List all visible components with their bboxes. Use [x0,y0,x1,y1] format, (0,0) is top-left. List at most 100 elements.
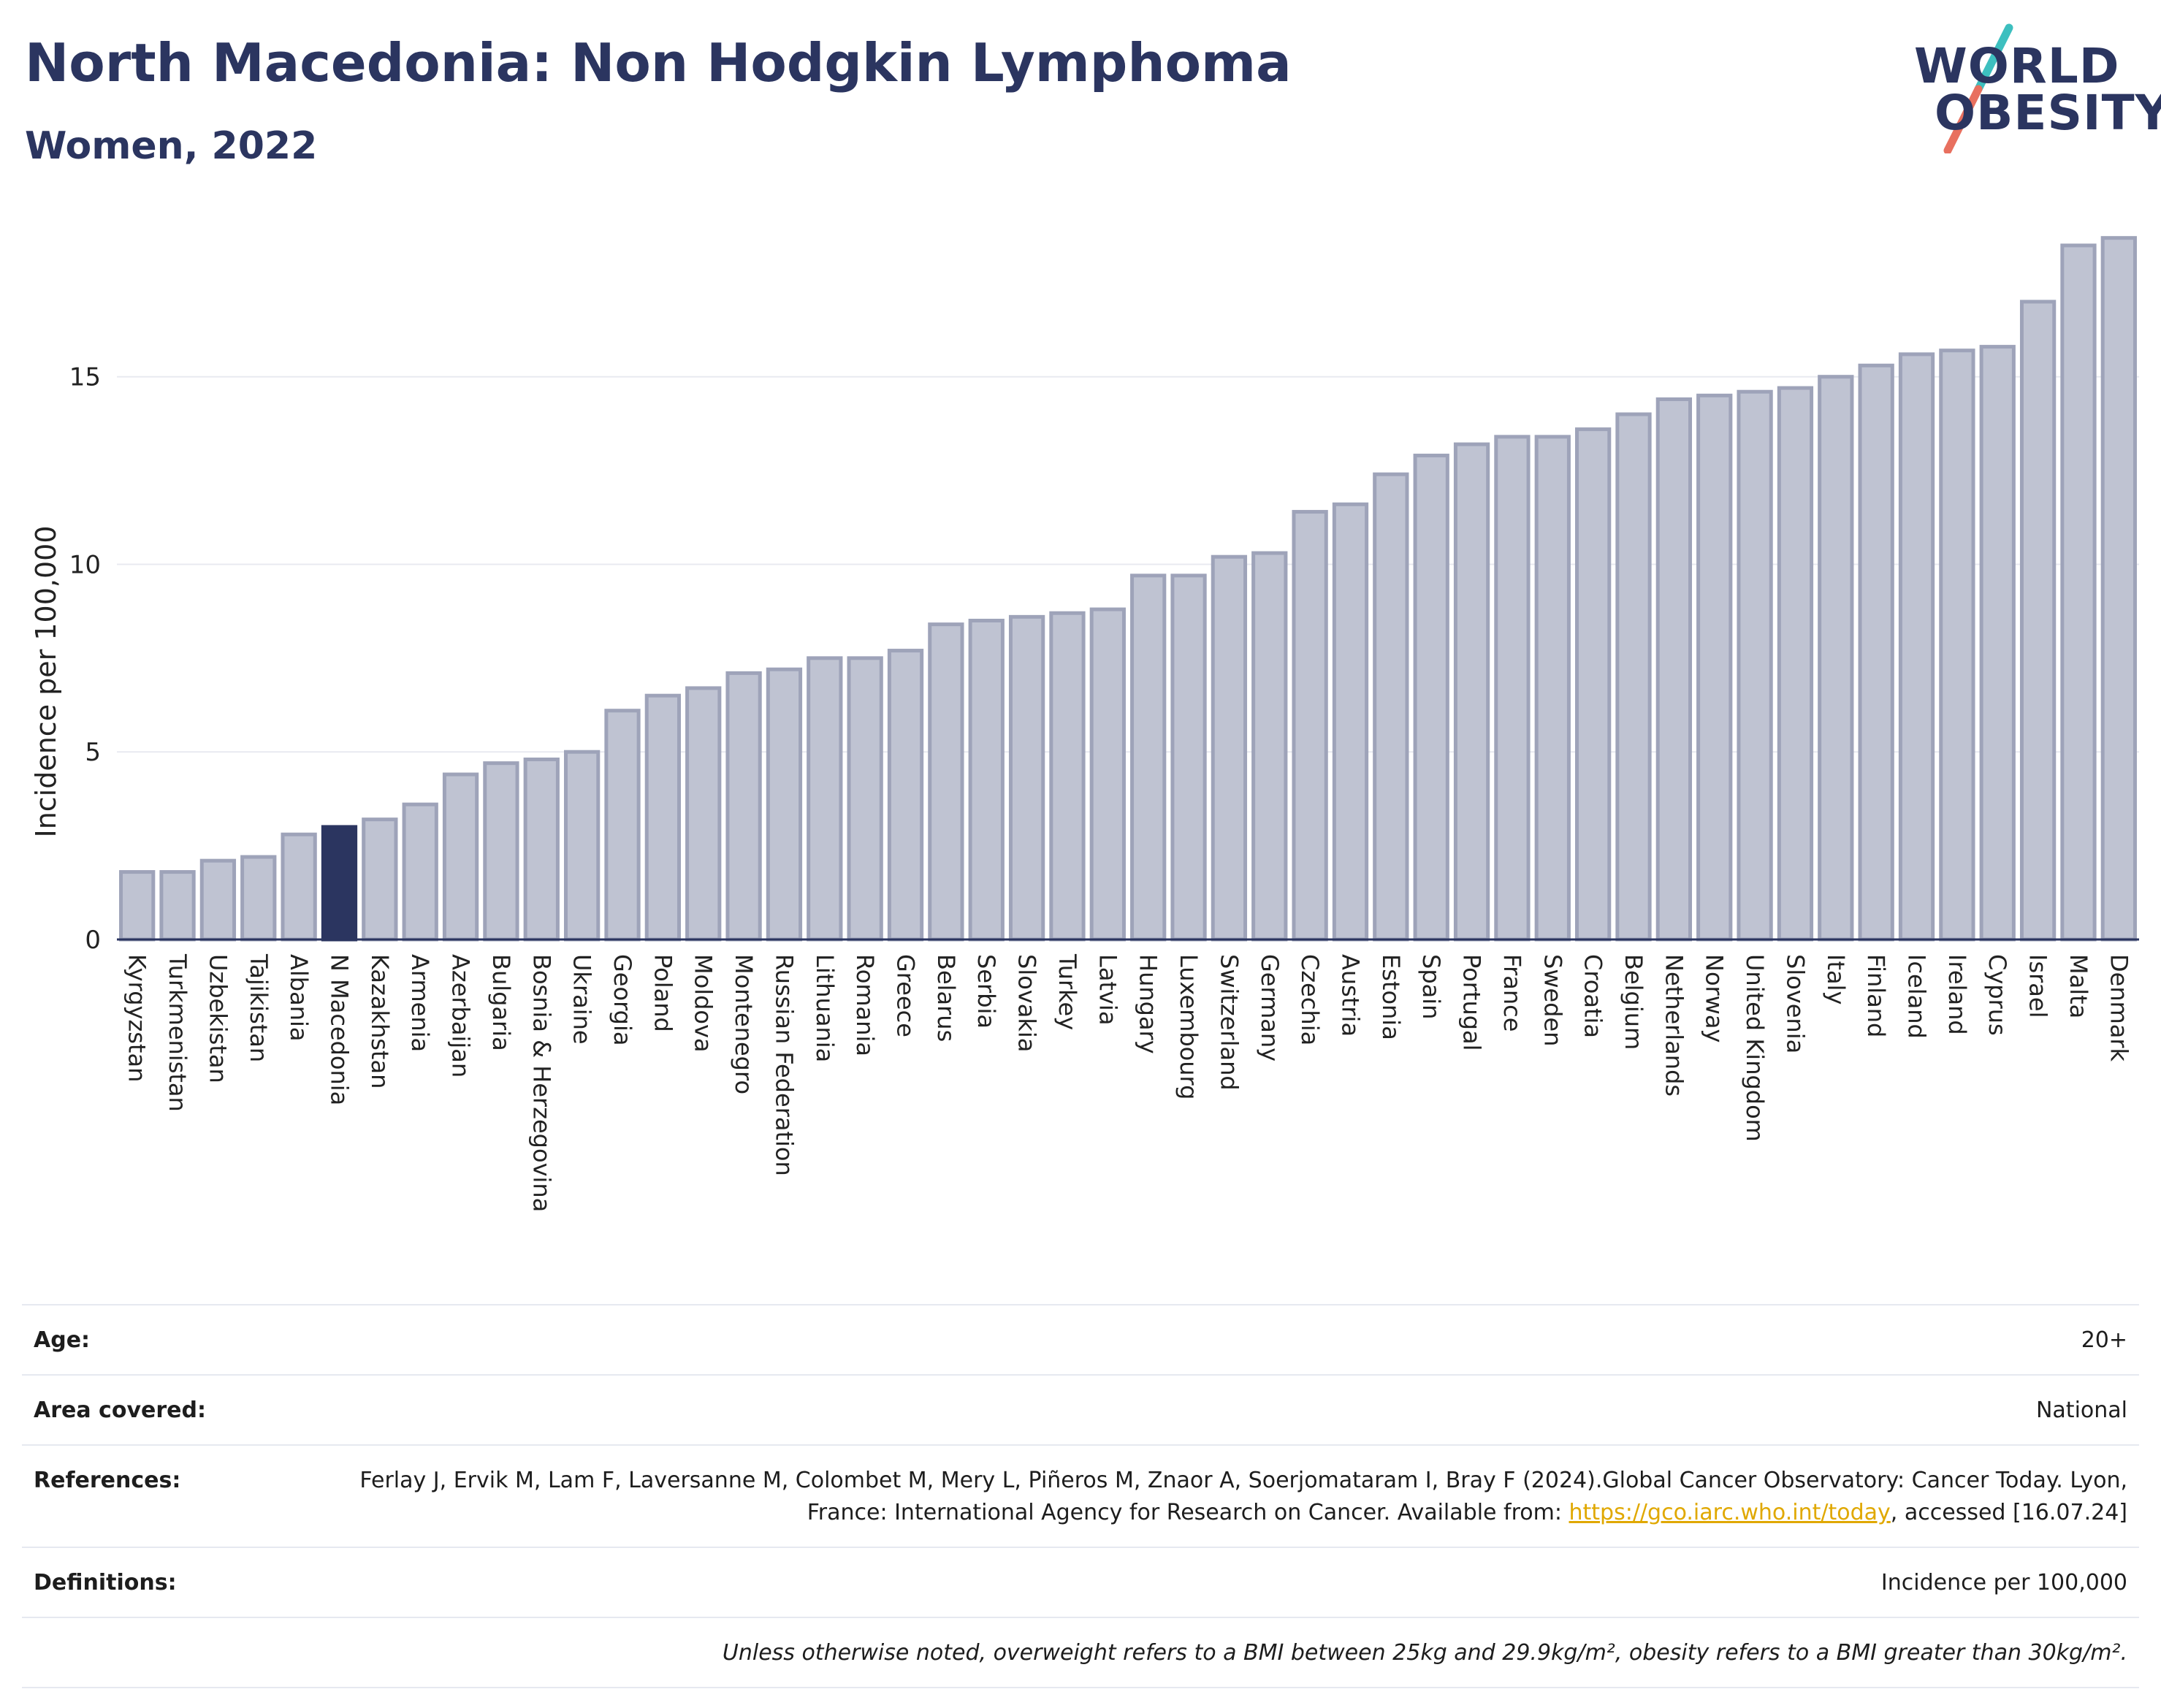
info-table: Age: 20+ Area covered: National Referenc… [22,1304,2139,1688]
x-tick-label: Estonia [1377,954,1405,1040]
bar [1939,348,1975,942]
logo-slash-icon [1943,23,2013,153]
x-tick-label: Portugal [1458,954,1486,1051]
references-text: Ferlay J, Ervik M, Lam F, Laversanne M, … [359,1468,2127,1525]
x-tick-label: Bulgaria [487,954,515,1051]
bar [1494,435,1531,942]
bar [159,870,196,942]
bar [1574,427,1612,942]
x-tick-label: Netherlands [1660,954,1688,1097]
y-tick-label: 5 [85,738,101,767]
x-tick-label: Ukraine [568,954,596,1045]
x-tick-label: N Macedonia [325,954,353,1105]
x-tick-label: Hungary [1135,954,1162,1054]
x-tick-label: Kazakhstan [366,954,394,1089]
bar [847,656,883,942]
bar [563,750,601,942]
x-tick-label: Russian Federation [770,954,798,1176]
area-label: Area covered: [34,1398,206,1423]
bar [1453,442,1490,942]
bar [240,855,277,942]
x-tick-label: Iceland [1903,954,1931,1039]
page-subtitle: Women, 2022 [25,124,318,168]
logo-line-2: OBESITY [1935,85,2161,141]
bar [725,671,762,942]
x-tick-label: Greece [892,954,920,1037]
x-tick-label: United Kingdom [1741,954,1769,1142]
x-tick-label: Ireland [1943,954,1971,1035]
x-axis-labels: Kyrgyzstan Turkmenistan Uzbekistan Tajikist… [123,953,2133,1212]
bar [887,649,924,942]
bar [402,802,438,942]
bar [1373,472,1409,942]
x-tick-label: Montenegro [730,954,758,1094]
x-tick-label: Latvia [1094,954,1121,1025]
bar [1332,502,1369,942]
x-tick-label: Turkmenistan [164,953,191,1112]
chart-bars [119,236,2137,942]
references-label: References: [34,1468,181,1493]
x-tick-label: Georgia [609,954,636,1045]
x-tick-label: Belgium [1620,954,1647,1050]
bmi-note: Unless otherwise noted, overweight refer… [722,1640,2127,1666]
bar [1858,363,1894,942]
x-tick-label: Norway [1701,954,1729,1042]
bar [1292,510,1328,942]
x-tick-label: Denmark [2105,954,2133,1062]
references-link[interactable]: https://gco.iarc.who.int/today [1569,1500,1891,1525]
x-tick-label: Luxembourg [1175,954,1203,1099]
bar [1818,375,1854,942]
logo-line-1: WORLD [1914,38,2120,94]
x-tick-label: Cyprus [1983,954,2011,1036]
x-tick-label: Bosnia & Herzegovina [527,954,555,1212]
x-tick-label: Tajikistan [245,953,272,1062]
x-tick-label: Serbia [972,954,1000,1029]
x-tick-label: Uzbekistan [204,954,232,1083]
bar [1737,389,1773,942]
x-tick-label: Finland [1862,954,1890,1037]
bar [1130,573,1167,942]
x-tick-label: Moldova [690,954,717,1053]
x-tick-label: Lithuania [811,954,839,1062]
info-row-area: Area covered: National [22,1374,2139,1444]
x-tick-label: Slovenia [1781,954,1809,1053]
bar [362,817,398,942]
x-tick-label: Kyrgyzstan [123,954,151,1082]
references-value: Ferlay J, Ervik M, Lam F, Laversanne M, … [359,1465,2127,1529]
bar [1049,611,1086,942]
bar [1898,352,1935,942]
age-value: 20+ [2081,1327,2127,1353]
x-tick-label: Poland [649,954,676,1032]
bar [766,667,803,942]
bar [604,709,641,942]
area-value: National [2035,1398,2127,1423]
bar [1413,454,1449,942]
bar [1211,554,1248,942]
bar [1089,607,1126,942]
x-tick-label: Turkey [1053,953,1081,1030]
bar [442,772,479,942]
y-tick-label: 15 [69,363,101,392]
bar [685,686,722,942]
bar [968,618,1005,942]
x-tick-label: Israel [2024,954,2052,1018]
bar [928,622,964,942]
info-row-references: References: Ferlay J, Ervik M, Lam F, La… [22,1444,2139,1547]
bar [2100,236,2137,942]
bar [1655,397,1693,942]
x-tick-label: Romania [851,954,879,1056]
x-tick-label: Belarus [932,954,960,1042]
info-row-definitions: Definitions: Incidence per 100,000 [22,1547,2139,1617]
bar [281,832,317,942]
bar [644,693,682,942]
bar [1979,345,2016,942]
age-label: Age: [34,1327,91,1353]
page-title: North Macedonia: Non Hodgkin Lymphoma [25,32,1292,94]
y-tick-label: 10 [69,550,101,579]
bar [483,761,519,942]
y-axis-label: Incidence per 100,000 [30,525,62,837]
x-tick-label: Croatia [1579,954,1607,1038]
x-tick-label: Spain [1417,954,1445,1019]
x-tick-label: Armenia [406,954,434,1052]
y-axis-ticks: 0 5 10 15 [69,363,101,955]
